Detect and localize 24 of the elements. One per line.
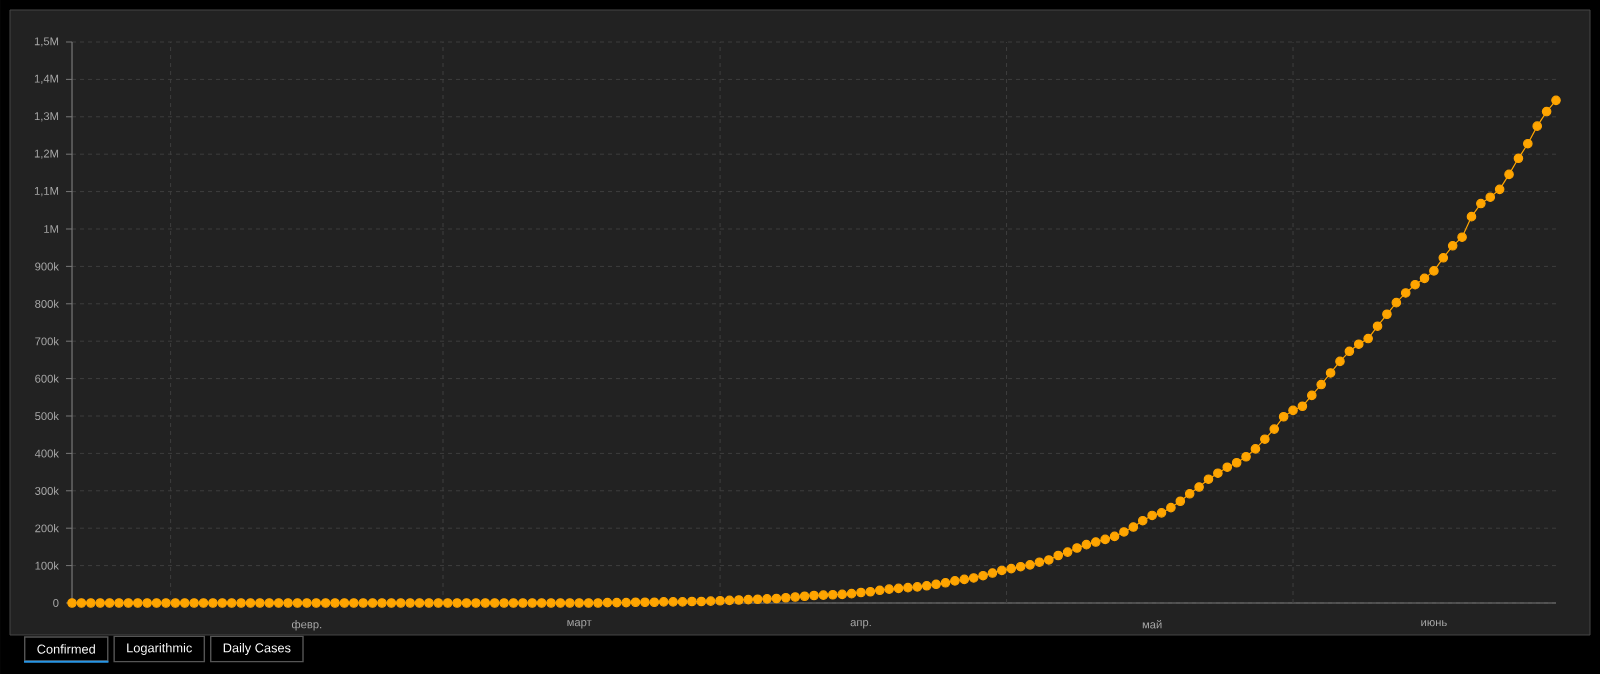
y-tick-label: 0 (53, 599, 59, 607)
x-tick-label: март (567, 620, 592, 629)
y-tick-label: 1,4M (34, 74, 59, 84)
y-tick-label: 600k (35, 374, 59, 383)
y-tick-label: 400k (34, 449, 59, 458)
y-tick-label: 700k (35, 337, 59, 346)
y-tick-label: 1,5M (34, 37, 59, 47)
y-tick-label: 800k (35, 299, 59, 308)
x-tick-label: февр. (291, 620, 322, 631)
y-tick-label: 200k (35, 524, 59, 533)
y-tick-label: 1,1M (34, 187, 59, 197)
text: Daily Cases (223, 643, 291, 655)
y-tick-label: 1M (44, 225, 59, 233)
y-tick-label: 1,3M (34, 112, 59, 122)
x-tick-label: июнь (1421, 620, 1447, 627)
x-tick-label: май (1142, 620, 1162, 629)
y-tick-label: 500k (35, 411, 59, 421)
text: Confirmed (37, 644, 95, 654)
y-tick-label: 100k (35, 561, 59, 570)
y-tick-label: 300k (35, 486, 59, 495)
y-tick-label: 1,2M (34, 149, 59, 159)
text: Logarithmic (127, 643, 192, 655)
x-tick-label: апр. (850, 620, 871, 629)
y-tick-label: 900k (35, 262, 59, 271)
